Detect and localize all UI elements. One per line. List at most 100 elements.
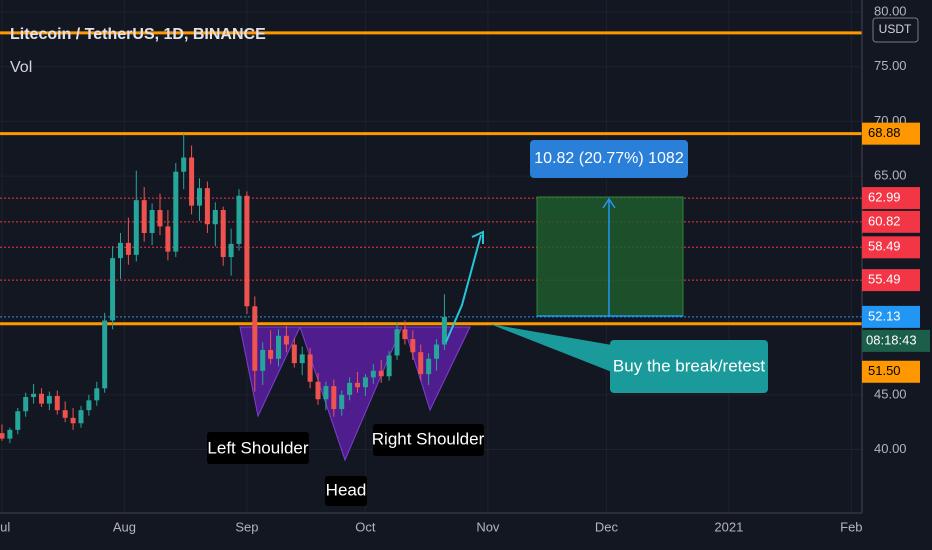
candle-body xyxy=(323,386,329,400)
x-tick-label: 2021 xyxy=(714,519,743,534)
x-tick-label: Jul xyxy=(0,519,10,534)
candle-body xyxy=(7,429,13,439)
annotation: Head xyxy=(326,480,367,499)
candle-body xyxy=(339,394,345,410)
x-tick-label: Sep xyxy=(235,519,258,534)
price-label: 62.99 xyxy=(868,190,901,205)
candle-body xyxy=(441,316,447,345)
chart-title: Litecoin / TetherUS, 1D, BINANCE xyxy=(10,26,266,43)
candle-body xyxy=(244,195,250,307)
y-tick-label: 75.00 xyxy=(874,58,907,73)
candle-body xyxy=(283,335,289,345)
candle-body xyxy=(46,395,52,404)
candle-body xyxy=(220,210,226,258)
callout-text: Buy the break/retest xyxy=(613,356,765,375)
y-tick-label: 40.00 xyxy=(874,441,907,456)
y-tick-label: 45.00 xyxy=(874,386,907,401)
candle-body xyxy=(94,388,100,401)
measure-label: 10.82 (20.77%) 1082 xyxy=(534,150,684,167)
currency[interactable]: USDT xyxy=(879,22,912,36)
x-tick-label: Nov xyxy=(476,519,500,534)
candle-body xyxy=(110,258,116,321)
price-label-box xyxy=(862,187,920,210)
annotation: Left Shoulder xyxy=(207,438,308,457)
x-tick-label: Feb xyxy=(840,519,862,534)
x-tick-label: Aug xyxy=(113,519,136,534)
candle-body xyxy=(315,381,321,400)
label-box xyxy=(207,432,309,464)
candle-body xyxy=(125,242,131,255)
candle-body xyxy=(38,393,44,404)
candle-body xyxy=(268,350,274,359)
candle-body xyxy=(23,397,29,412)
candle-body xyxy=(173,171,179,252)
candle-body xyxy=(370,370,376,378)
subtitle: Vol xyxy=(10,59,32,76)
candle-body xyxy=(62,410,68,418)
candle-body xyxy=(181,157,187,172)
countdown: 08:18:43 xyxy=(866,332,917,347)
price-label: 68.88 xyxy=(868,125,901,140)
projection-arrow-head xyxy=(471,230,484,244)
candle-body xyxy=(434,344,440,359)
callout-box xyxy=(610,340,768,393)
candle-body xyxy=(355,382,361,388)
candle-body xyxy=(204,188,210,225)
candle-body xyxy=(70,417,76,424)
price-label: 51.50 xyxy=(868,363,901,378)
candle-body xyxy=(299,354,305,364)
price-label-box xyxy=(862,236,920,259)
projection-arrow xyxy=(445,234,482,343)
candle-body xyxy=(291,344,297,364)
candle-body xyxy=(54,395,60,411)
candle-body xyxy=(378,370,384,377)
candle-body xyxy=(165,226,171,252)
candle-body xyxy=(426,358,432,375)
measure-arrow-head xyxy=(602,197,616,209)
candle-body xyxy=(212,210,218,225)
candle-body xyxy=(141,200,147,233)
label-box xyxy=(325,476,367,506)
price-label: 58.49 xyxy=(868,239,901,254)
price-label-box xyxy=(862,305,920,328)
candle-body xyxy=(307,354,313,382)
candle-body xyxy=(189,157,195,206)
candle-body xyxy=(86,400,92,411)
candle-body xyxy=(276,335,282,359)
candle-body xyxy=(197,188,203,206)
annotation: Right Shoulder xyxy=(372,429,485,448)
candle-body xyxy=(410,339,416,353)
candle-body xyxy=(149,210,155,233)
x-tick-label: Dec xyxy=(595,519,619,534)
currency-box[interactable] xyxy=(872,17,919,43)
candle-body xyxy=(228,243,234,258)
candle-body xyxy=(362,377,368,388)
candle-body xyxy=(15,411,21,430)
candle-body xyxy=(31,393,37,398)
candle-body xyxy=(260,350,266,371)
candle-body xyxy=(402,329,408,340)
price-label: 55.49 xyxy=(868,272,901,287)
candle-body xyxy=(102,320,108,389)
candle-body xyxy=(252,306,258,371)
candle-body xyxy=(386,355,392,377)
candle-body xyxy=(394,329,400,356)
candle-body xyxy=(331,386,337,410)
price-label: 60.82 xyxy=(868,213,901,228)
candle-body xyxy=(157,210,163,227)
y-tick-label: 65.00 xyxy=(874,168,907,183)
y-tick-label: 80.00 xyxy=(874,3,907,18)
candle-body xyxy=(117,242,123,259)
candle-body xyxy=(133,200,139,255)
label-box xyxy=(373,424,484,456)
callout-pointer xyxy=(490,324,612,372)
measure-box xyxy=(530,140,688,178)
price-label-box xyxy=(862,122,920,145)
candle-body xyxy=(78,410,84,424)
target-zone xyxy=(536,196,684,317)
candle-body xyxy=(418,352,424,375)
candle-body xyxy=(0,433,5,439)
